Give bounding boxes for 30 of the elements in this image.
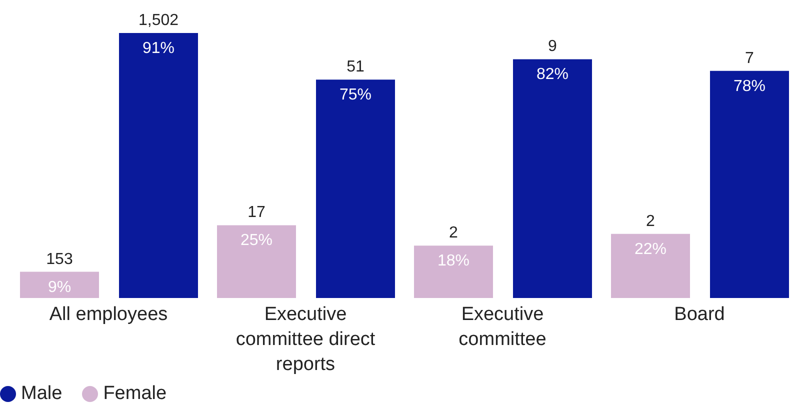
text: 1,502 xyxy=(138,12,179,29)
bar xyxy=(316,80,395,298)
legend-label: Female xyxy=(103,383,167,405)
data-label: 25% xyxy=(240,232,273,250)
annotation: 153 xyxy=(46,250,73,268)
annotation: 9 xyxy=(548,38,558,56)
annotation: 51 xyxy=(346,58,364,76)
annotation: 2 xyxy=(646,212,656,230)
data-label: 22% xyxy=(634,240,667,258)
bar xyxy=(513,59,592,298)
annotation: 2 xyxy=(449,224,458,242)
x-tick-label: All employees xyxy=(49,304,168,325)
legend-label: Male xyxy=(21,383,62,405)
annotation: 7 xyxy=(745,50,754,67)
data-label: 78% xyxy=(733,78,766,95)
bar xyxy=(611,234,690,298)
x-tick-label: Board xyxy=(674,304,725,325)
data-label: 75% xyxy=(339,86,372,104)
bar xyxy=(710,70,789,298)
x-tick-label: Executive committee direct reports xyxy=(236,304,376,375)
bar xyxy=(20,272,99,298)
x-tick-label: Executive committee xyxy=(458,304,546,350)
data-label: 82% xyxy=(536,66,569,84)
bar xyxy=(217,225,296,298)
bar xyxy=(414,246,493,298)
annotation: 17 xyxy=(248,204,266,222)
data-label: 91% xyxy=(142,40,175,57)
data-label: 9% xyxy=(48,278,72,296)
bar xyxy=(119,33,198,298)
data-label: 18% xyxy=(437,252,470,270)
